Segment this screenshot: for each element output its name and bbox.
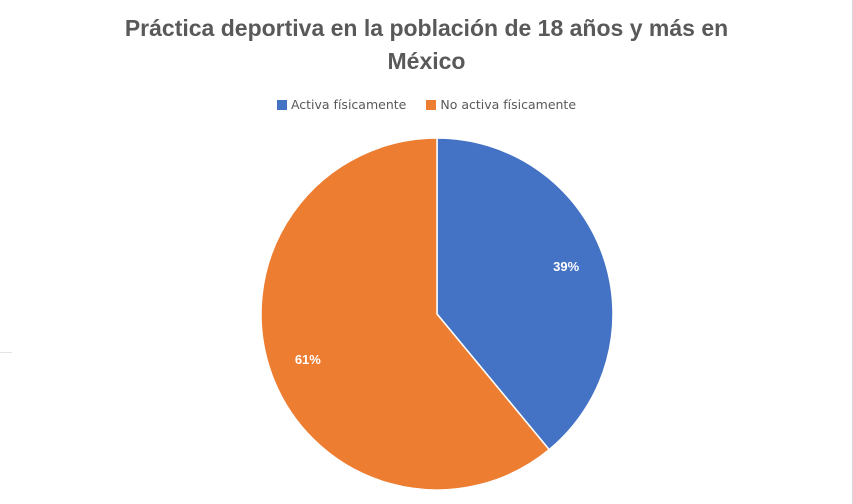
legend-swatch-no-activa bbox=[426, 99, 437, 110]
pie-slice-no-activa bbox=[260, 137, 551, 491]
legend-label-no-activa: No activa físicamente bbox=[440, 97, 577, 112]
legend-swatch-activa bbox=[276, 99, 287, 110]
data-label-no-activa: 61% bbox=[295, 352, 321, 367]
pie-slice-activa bbox=[436, 137, 614, 451]
data-label-activa: 39% bbox=[553, 259, 579, 274]
legend-item-activa: Activa físicamente bbox=[276, 97, 407, 112]
chart-title-line-2: México bbox=[387, 48, 466, 74]
legend-label-activa: Activa físicamente bbox=[290, 97, 407, 112]
chart-title: Práctica deportiva en la población de 18… bbox=[0, 12, 853, 78]
chart-title-line-1: Práctica deportiva en la población de 18… bbox=[124, 15, 729, 41]
background-divider bbox=[0, 352, 12, 353]
legend-item-no-activa: No activa físicamente bbox=[426, 97, 576, 112]
chart-legend: Activa físicamente No activa físicamente bbox=[0, 97, 853, 112]
